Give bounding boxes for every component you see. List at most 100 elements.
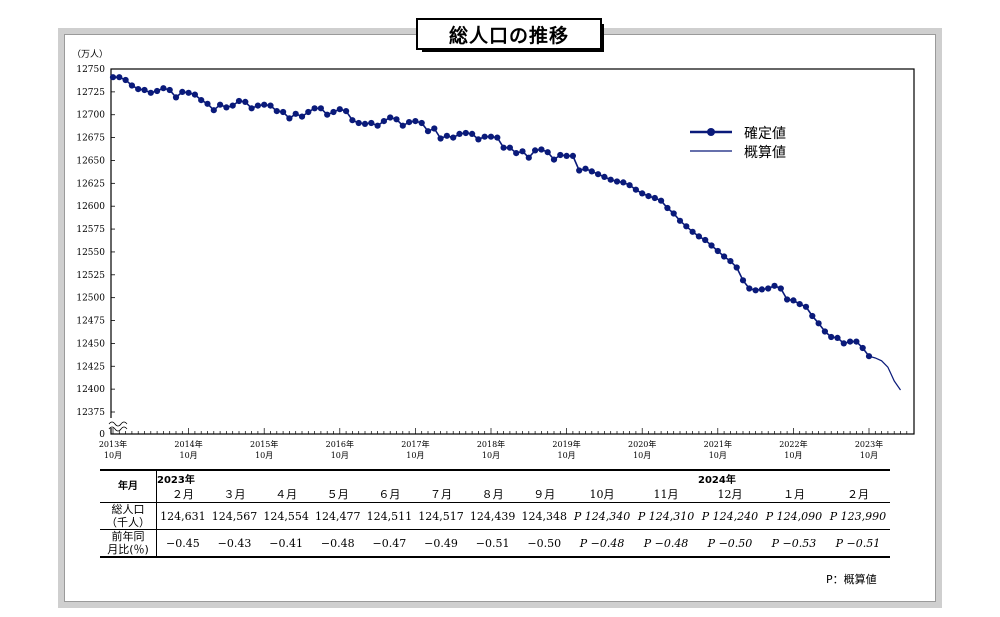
x-tick-label-year: 2016年 (326, 439, 354, 449)
data-point-confirmed (582, 165, 589, 172)
data-point-confirmed (229, 102, 236, 109)
data-point-confirmed (683, 223, 690, 230)
data-point-confirmed (166, 86, 173, 94)
title-text: 総人口の推移 (448, 24, 569, 47)
population-table: 年月 2023年 2024年 ２月 ３月 ４月 ５月 ６月 ７月 ８月 ９月 10月 11月 12月… (100, 469, 890, 558)
data-point-confirmed (223, 104, 230, 111)
month-header: 11月 (653, 488, 679, 501)
data-point-confirmed (311, 105, 318, 112)
data-point-confirmed (160, 85, 167, 92)
data-point-confirmed (254, 102, 261, 109)
data-point-confirmed (727, 258, 734, 265)
month-header: 12月 (717, 488, 743, 501)
month-header: ５月 (326, 488, 349, 501)
month-header: ８月 (481, 488, 504, 501)
data-point-confirmed (469, 130, 476, 137)
y-tick-label: 12550 (76, 248, 105, 258)
data-point-confirmed (777, 285, 784, 292)
data-point-confirmed (670, 210, 677, 217)
data-point-confirmed (204, 100, 211, 107)
data-point-confirmed (418, 119, 425, 127)
population-cell: 124,439 (469, 509, 516, 523)
data-point-confirmed (525, 154, 532, 161)
data-point-confirmed (368, 119, 375, 127)
month-header: ６月 (378, 488, 401, 501)
y-unit-label: （万人） (72, 49, 108, 60)
y-tick-label: 12650 (76, 156, 105, 166)
y-tick-label: 12625 (76, 179, 105, 189)
legend-confirmed-marker (707, 128, 715, 136)
change-cell: P −0.48 (579, 536, 625, 550)
year-label-2024: 2024年 (698, 475, 736, 486)
provisional-note: P：概算値 (826, 573, 877, 586)
population-cell: P 123,990 (829, 509, 887, 523)
data-point-confirmed (576, 167, 583, 174)
month-header: １月 (782, 488, 805, 501)
x-tick-label-month: 10月 (331, 451, 349, 460)
data-point-confirmed (343, 108, 350, 115)
population-cell: 124,554 (263, 509, 309, 523)
data-point-confirmed (305, 108, 312, 116)
population-cell: P 124,340 (573, 509, 631, 523)
population-cell: 124,631 (160, 509, 206, 523)
data-point-confirmed (569, 152, 577, 159)
change-cell: P −0.51 (835, 536, 881, 550)
data-point-confirmed (267, 102, 274, 109)
data-point-confirmed (273, 108, 280, 115)
month-header: ４月 (275, 488, 298, 501)
data-point-confirmed (456, 130, 463, 137)
data-point-confirmed (695, 233, 703, 240)
x-tick-label-year: 2020年 (628, 439, 656, 449)
y-tick-label: 12375 (76, 408, 105, 418)
population-cell: 124,517 (418, 509, 464, 523)
data-point-confirmed (235, 97, 243, 105)
data-point-confirmed (122, 76, 129, 84)
data-point-confirmed (500, 144, 507, 151)
data-point-confirmed (815, 320, 822, 327)
data-point-confirmed (733, 264, 740, 271)
data-point-confirmed (286, 115, 293, 122)
data-point-confirmed (702, 236, 709, 244)
data-point-confirmed (796, 301, 803, 308)
change-cell: P −0.53 (771, 536, 817, 550)
change-cell: −0.47 (372, 536, 407, 550)
legend-provisional-label: 概算値 (744, 145, 786, 161)
y-tick-label: 12425 (76, 362, 105, 372)
data-point-confirmed (664, 204, 671, 212)
population-cell: 124,511 (366, 509, 413, 523)
data-point-confirmed (481, 133, 488, 140)
y-tick-label: 12475 (76, 317, 105, 327)
y-tick-label: 12750 (76, 65, 105, 75)
data-point-confirmed (821, 328, 829, 335)
month-header: ２月 (846, 488, 869, 501)
x-tick-label-month: 10月 (180, 451, 198, 460)
month-header: ７月 (430, 488, 452, 501)
data-point-confirmed (840, 340, 847, 347)
y-tick-label: 12525 (76, 271, 105, 281)
month-header: 10月 (589, 488, 615, 501)
data-point-confirmed (859, 344, 866, 352)
data-point-confirmed (519, 148, 526, 155)
data-point-confirmed (714, 247, 721, 255)
data-point-confirmed (550, 156, 558, 163)
month-header: ３月 (223, 488, 246, 501)
population-cell: 124,567 (211, 509, 258, 523)
data-point-confirmed (739, 277, 747, 284)
data-point-confirmed (374, 122, 381, 129)
data-point-confirmed (424, 128, 432, 135)
month-header: ９月 (533, 488, 556, 501)
data-point-confirmed (185, 89, 192, 96)
series-line-confirmed (113, 76, 870, 357)
x-tick-label-year: 2017年 (401, 439, 429, 449)
data-point-confirmed (210, 107, 217, 114)
data-point-confirmed (399, 122, 406, 129)
y-tick-label: 12500 (76, 294, 105, 304)
plot-frame (110, 68, 915, 435)
data-point-confirmed (242, 98, 249, 105)
data-point-confirmed (248, 105, 255, 112)
data-point-confirmed (349, 117, 356, 124)
data-point-confirmed (431, 125, 438, 132)
axis-break-mark (108, 426, 128, 432)
x-tick-label-month: 10月 (709, 451, 727, 460)
